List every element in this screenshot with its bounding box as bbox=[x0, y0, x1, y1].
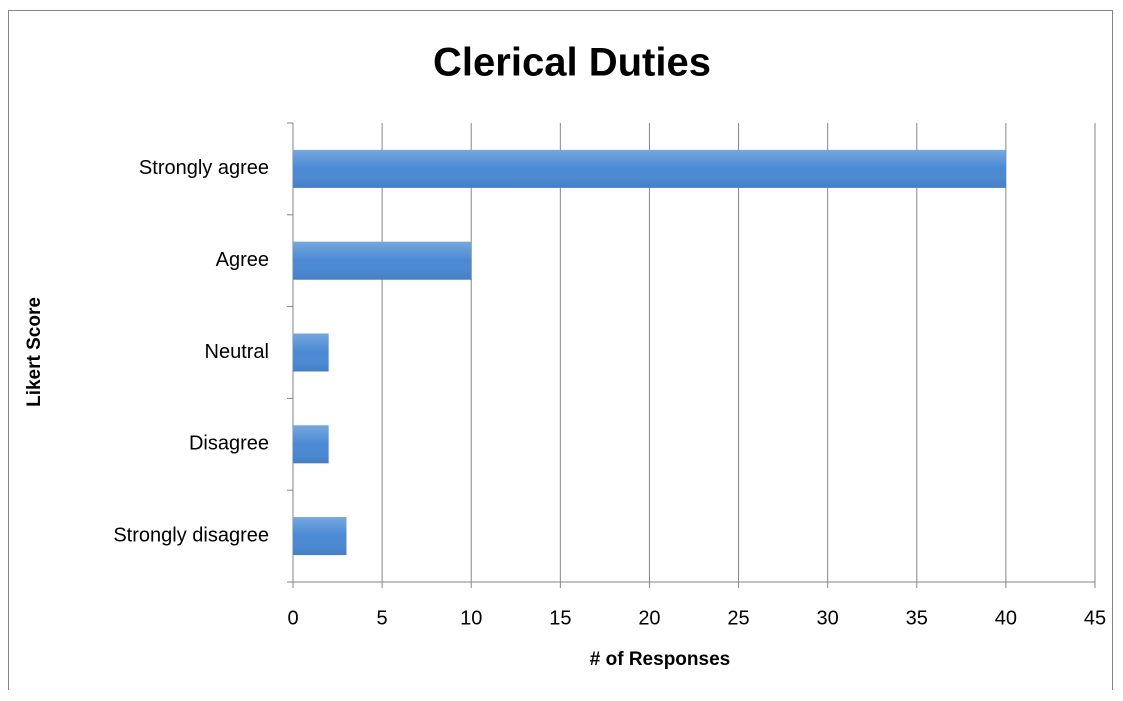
chart-frame bbox=[8, 10, 1113, 690]
bar-shine bbox=[293, 149, 1006, 188]
y-axis-label: Likert Score bbox=[24, 297, 45, 407]
x-tick-label: 45 bbox=[1084, 607, 1106, 629]
bar-shine bbox=[293, 517, 347, 556]
chart-title: Clerical Duties bbox=[433, 41, 711, 85]
bar-shine bbox=[293, 425, 329, 464]
x-axis-label: # of Responses bbox=[590, 649, 730, 670]
x-tick-label: 10 bbox=[460, 607, 482, 629]
x-tick-label: 25 bbox=[727, 607, 749, 629]
x-tick-label: 20 bbox=[638, 607, 660, 629]
x-tick-label: 35 bbox=[906, 607, 928, 629]
y-tick-label: Neutral bbox=[205, 341, 269, 363]
y-tick-label: Strongly agree bbox=[139, 157, 269, 179]
bar-shine bbox=[293, 333, 329, 372]
x-tick-label: 30 bbox=[817, 607, 839, 629]
y-tick-label: Agree bbox=[216, 249, 269, 271]
x-tick-label: 40 bbox=[995, 607, 1017, 629]
x-tick-label: 0 bbox=[287, 607, 298, 629]
x-tick-label: 15 bbox=[549, 607, 571, 629]
bar-shine bbox=[293, 241, 472, 280]
y-tick-label: Strongly disagree bbox=[113, 524, 269, 546]
y-tick-label: Disagree bbox=[189, 433, 269, 455]
x-tick-label: 5 bbox=[377, 607, 388, 629]
